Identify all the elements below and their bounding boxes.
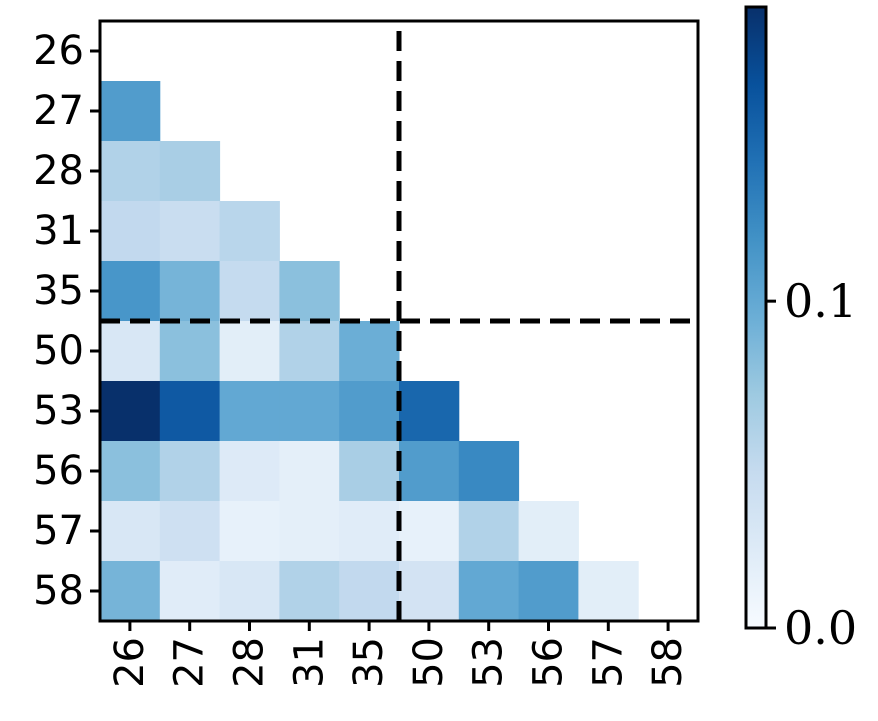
heatmap-cell-58-50 bbox=[399, 561, 460, 622]
heatmap-cell-27-26 bbox=[100, 81, 161, 142]
y-tick-label-35: 35 bbox=[33, 268, 84, 314]
x-tick-label-56: 56 bbox=[526, 637, 572, 688]
heatmap-cell-57-31 bbox=[279, 501, 340, 562]
heatmap-cell-58-26 bbox=[100, 561, 161, 622]
heatmap-cell-56-53 bbox=[458, 441, 520, 502]
y-tick-label-31: 31 bbox=[33, 208, 84, 254]
y-tick-label-58: 58 bbox=[33, 568, 84, 614]
heatmap-cell-57-56 bbox=[518, 501, 579, 562]
heatmap-cell-50-28 bbox=[219, 321, 280, 382]
x-tick-label-50: 50 bbox=[406, 637, 452, 688]
x-tick-label-35: 35 bbox=[346, 637, 392, 688]
x-tick-label-26: 26 bbox=[107, 637, 153, 688]
heatmap-cell-53-50 bbox=[399, 381, 460, 442]
heatmap-cell-50-35 bbox=[339, 321, 400, 382]
heatmap-cell-53-26 bbox=[100, 381, 161, 442]
heatmap-cell-35-31 bbox=[279, 261, 340, 322]
x-tick-label-28: 28 bbox=[227, 637, 273, 688]
heatmap-cell-58-28 bbox=[219, 561, 280, 622]
heatmap-cell-56-27 bbox=[159, 441, 221, 502]
heatmap-cell-31-27 bbox=[159, 201, 221, 262]
heatmap-cell-35-26 bbox=[100, 261, 161, 322]
heatmap-cell-58-35 bbox=[339, 561, 400, 622]
heatmap-cell-50-31 bbox=[279, 321, 340, 382]
heatmap-cell-58-31 bbox=[279, 561, 340, 622]
x-tick-label-31: 31 bbox=[286, 637, 332, 688]
heatmap-cell-57-50 bbox=[399, 501, 460, 562]
heatmap-cell-56-50 bbox=[399, 441, 460, 502]
heatmap-cell-57-53 bbox=[458, 501, 520, 562]
heatmap-cell-28-26 bbox=[100, 141, 161, 202]
divider-lines bbox=[100, 31, 698, 621]
x-tick-label-27: 27 bbox=[167, 637, 213, 688]
heatmap-cell-57-28 bbox=[219, 501, 280, 562]
y-tick-label-57: 57 bbox=[33, 508, 84, 554]
y-axis-ticks: 26 27 28 31 35 50 53 56 57 58 bbox=[33, 28, 100, 614]
heatmap-cell-31-28 bbox=[219, 201, 280, 262]
heatmap-cell-57-35 bbox=[339, 501, 400, 562]
heatmap-cell-35-28 bbox=[219, 261, 280, 322]
x-tick-label-58: 58 bbox=[645, 637, 691, 688]
plot-frame bbox=[98, 19, 700, 623]
heatmap-cell-58-27 bbox=[159, 561, 221, 622]
heatmap-cell-53-31 bbox=[279, 381, 340, 442]
y-tick-label-26: 26 bbox=[33, 28, 84, 74]
heatmap-cell-56-28 bbox=[219, 441, 280, 502]
x-axis-ticks: 26 27 28 31 35 50 53 56 57 58 bbox=[107, 621, 691, 688]
y-tick-label-50: 50 bbox=[33, 328, 84, 374]
heatmap-cell-53-28 bbox=[219, 381, 280, 442]
heatmap-cell-57-27 bbox=[159, 501, 221, 562]
heatmap-cell-56-35 bbox=[339, 441, 400, 502]
heatmap-cell-53-27 bbox=[159, 381, 221, 442]
colorbar-ticks: 0.0 0.1 bbox=[766, 274, 857, 655]
y-tick-label-28: 28 bbox=[33, 148, 84, 194]
colorbar bbox=[744, 5, 768, 630]
heatmap-cell-50-26 bbox=[100, 321, 161, 382]
colorbar-tick-label: 0.1 bbox=[784, 274, 857, 328]
heatmap-cell-58-57 bbox=[578, 561, 639, 622]
heatmap-cell-53-35 bbox=[339, 381, 400, 442]
x-tick-label-53: 53 bbox=[466, 637, 512, 688]
y-tick-label-27: 27 bbox=[33, 88, 84, 134]
heatmap-cell-50-27 bbox=[159, 321, 221, 382]
heatmap-cell-58-56 bbox=[518, 561, 579, 622]
colorbar-tick-label: 0.0 bbox=[784, 601, 857, 655]
y-tick-label-53: 53 bbox=[33, 388, 84, 434]
heatmap-cell-57-26 bbox=[100, 501, 161, 562]
heatmap-cell-56-31 bbox=[279, 441, 340, 502]
y-tick-label-56: 56 bbox=[33, 448, 84, 494]
heatmap-cell-56-26 bbox=[100, 441, 161, 502]
heatmap-cell-28-27 bbox=[159, 141, 221, 202]
heatmap-cell-31-26 bbox=[100, 201, 161, 262]
heatmap-cell-58-53 bbox=[458, 561, 520, 622]
heatmap-cell-35-27 bbox=[159, 261, 221, 322]
x-tick-label-57: 57 bbox=[585, 637, 631, 688]
heatmap-cells bbox=[100, 81, 639, 622]
